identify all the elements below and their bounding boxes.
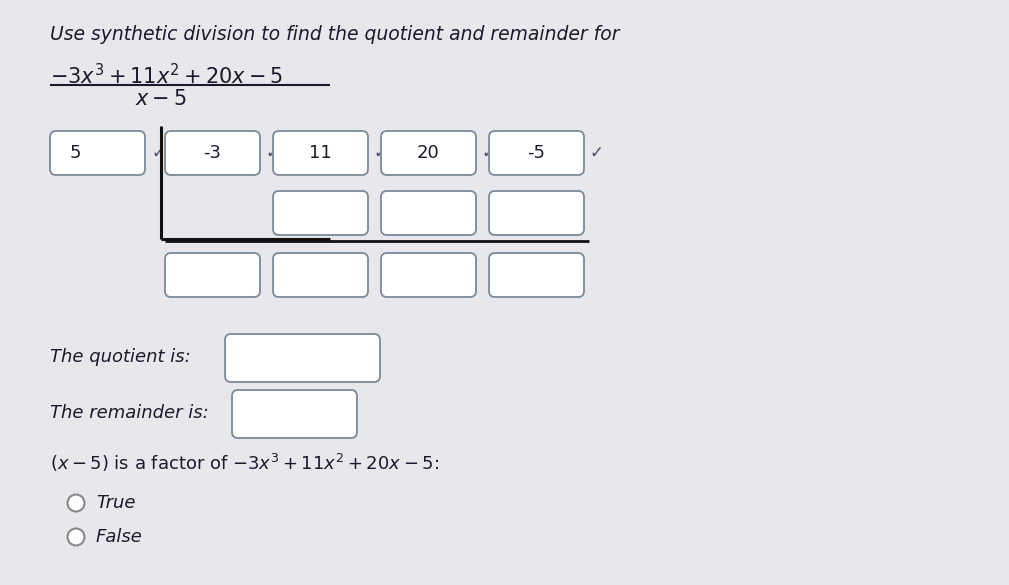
Text: False: False xyxy=(96,528,143,546)
Text: $-3x^3+11x^2+20x-5$: $-3x^3+11x^2+20x-5$ xyxy=(50,63,283,88)
Text: -3: -3 xyxy=(204,144,222,162)
FancyBboxPatch shape xyxy=(225,334,380,382)
Text: The quotient is:: The quotient is: xyxy=(50,348,191,366)
FancyBboxPatch shape xyxy=(381,253,476,297)
Text: 20: 20 xyxy=(417,144,440,162)
Text: 5: 5 xyxy=(70,144,82,162)
Text: ✓: ✓ xyxy=(374,144,387,162)
FancyBboxPatch shape xyxy=(165,131,260,175)
FancyBboxPatch shape xyxy=(273,131,368,175)
FancyBboxPatch shape xyxy=(489,191,584,235)
Text: Use synthetic division to find the quotient and remainder for: Use synthetic division to find the quoti… xyxy=(50,25,620,44)
FancyBboxPatch shape xyxy=(50,131,145,175)
Text: ✓: ✓ xyxy=(266,144,279,162)
FancyBboxPatch shape xyxy=(273,253,368,297)
Text: 11: 11 xyxy=(309,144,332,162)
Text: -5: -5 xyxy=(528,144,546,162)
Circle shape xyxy=(68,528,85,545)
FancyBboxPatch shape xyxy=(489,131,584,175)
FancyBboxPatch shape xyxy=(232,390,357,438)
Text: ✓: ✓ xyxy=(482,144,495,162)
FancyBboxPatch shape xyxy=(381,131,476,175)
Text: $x-5$: $x-5$ xyxy=(135,89,187,109)
FancyBboxPatch shape xyxy=(489,253,584,297)
Text: The remainder is:: The remainder is: xyxy=(50,404,209,422)
Text: ✓: ✓ xyxy=(151,144,164,162)
Text: ✓: ✓ xyxy=(590,144,603,162)
Text: $(x-5)$ is a factor of $-3x^3+11x^2+20x-5$:: $(x-5)$ is a factor of $-3x^3+11x^2+20x-… xyxy=(50,452,439,474)
FancyBboxPatch shape xyxy=(165,253,260,297)
FancyBboxPatch shape xyxy=(273,191,368,235)
Circle shape xyxy=(68,494,85,511)
Text: True: True xyxy=(96,494,135,512)
FancyBboxPatch shape xyxy=(381,191,476,235)
